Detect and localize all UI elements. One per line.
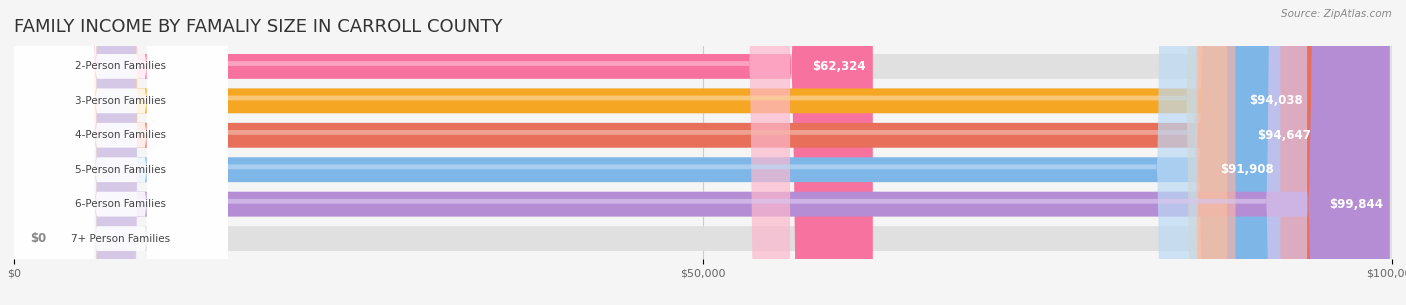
Text: 2-Person Families: 2-Person Families <box>76 61 166 71</box>
FancyBboxPatch shape <box>14 0 228 305</box>
FancyBboxPatch shape <box>14 0 1310 305</box>
FancyBboxPatch shape <box>14 0 228 305</box>
Text: $0: $0 <box>31 232 46 245</box>
FancyBboxPatch shape <box>14 0 1281 305</box>
FancyBboxPatch shape <box>14 0 1392 305</box>
FancyBboxPatch shape <box>14 0 1319 305</box>
Text: $91,908: $91,908 <box>1220 163 1274 176</box>
FancyBboxPatch shape <box>14 0 1392 305</box>
FancyBboxPatch shape <box>14 0 228 305</box>
FancyBboxPatch shape <box>14 0 1392 305</box>
FancyBboxPatch shape <box>97 0 1198 305</box>
Text: 6-Person Families: 6-Person Families <box>76 199 166 209</box>
FancyBboxPatch shape <box>97 0 1227 305</box>
Text: 4-Person Families: 4-Person Families <box>76 130 166 140</box>
Text: 7+ Person Families: 7+ Person Families <box>72 234 170 244</box>
Text: 5-Person Families: 5-Person Families <box>76 165 166 175</box>
FancyBboxPatch shape <box>14 0 228 305</box>
FancyBboxPatch shape <box>97 0 1236 305</box>
FancyBboxPatch shape <box>14 0 1392 305</box>
Text: $94,647: $94,647 <box>1257 129 1312 142</box>
Text: $94,038: $94,038 <box>1249 94 1303 107</box>
Text: $99,844: $99,844 <box>1329 198 1384 211</box>
FancyBboxPatch shape <box>14 0 1389 305</box>
FancyBboxPatch shape <box>14 0 228 305</box>
FancyBboxPatch shape <box>14 0 1392 305</box>
FancyBboxPatch shape <box>14 0 228 305</box>
Text: 3-Person Families: 3-Person Families <box>76 96 166 106</box>
Text: FAMILY INCOME BY FAMALIY SIZE IN CARROLL COUNTY: FAMILY INCOME BY FAMALIY SIZE IN CARROLL… <box>14 18 502 36</box>
FancyBboxPatch shape <box>97 0 790 305</box>
Text: $62,324: $62,324 <box>813 60 866 73</box>
Text: Source: ZipAtlas.com: Source: ZipAtlas.com <box>1281 9 1392 19</box>
FancyBboxPatch shape <box>14 0 1392 305</box>
FancyBboxPatch shape <box>97 0 1308 305</box>
FancyBboxPatch shape <box>14 0 873 305</box>
